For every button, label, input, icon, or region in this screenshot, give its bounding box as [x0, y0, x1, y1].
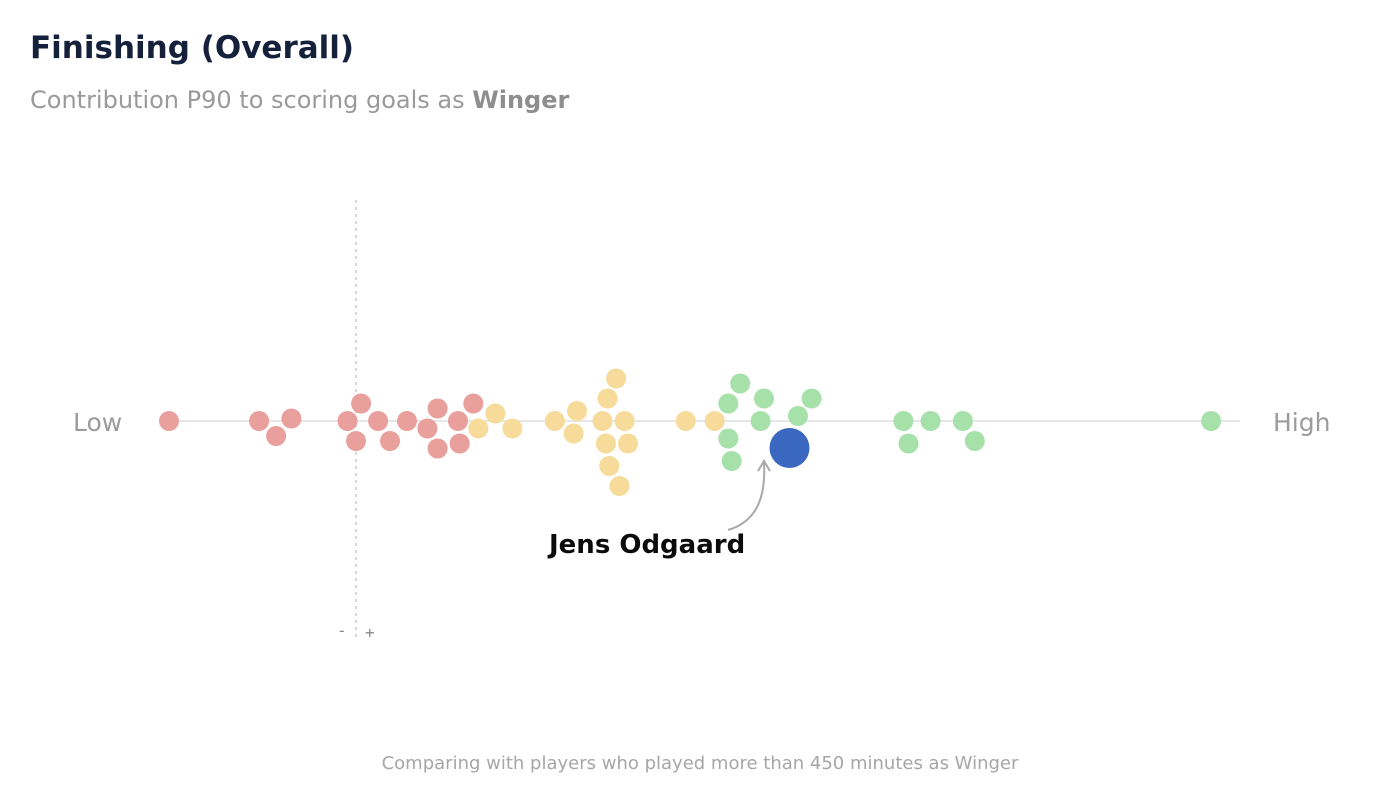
player-dot-high: [1201, 411, 1222, 431]
zero-plus-sign: +: [365, 623, 375, 642]
player-dot-high: [718, 393, 739, 414]
player-dot-low: [337, 411, 358, 431]
player-dot-low: [449, 433, 470, 454]
arrow-head-icon: [757, 459, 771, 472]
player-dot-high: [750, 411, 771, 431]
player-dot-high: [898, 433, 919, 454]
chart-subtitle: Contribution P90 to scoring goals as Win…: [30, 86, 569, 114]
axis-high-label: High: [1273, 408, 1330, 437]
player-dot-low: [351, 393, 372, 414]
player-dot-high: [754, 388, 774, 409]
player-dot-high: [920, 411, 941, 431]
player-dot-low: [427, 398, 448, 419]
player-dot-mid: [606, 368, 627, 389]
chart-footnote: Comparing with players who played more t…: [381, 753, 1019, 774]
player-dot-mid: [592, 411, 613, 431]
player-dot-low: [346, 431, 366, 451]
player-dot-high: [801, 388, 822, 409]
player-dot-high: [952, 411, 973, 431]
player-dot-low: [397, 411, 417, 431]
zero-minus-sign: -: [337, 621, 347, 640]
player-dot-low: [368, 411, 389, 431]
subtitle-position: Winger: [472, 86, 570, 114]
player-dot-mid: [675, 411, 696, 431]
player-dot-mid: [599, 456, 620, 476]
player-dot-mid: [563, 423, 584, 444]
highlighted-player-label: Jens Odgaard: [547, 530, 745, 560]
player-dot-low: [380, 431, 400, 451]
player-dot-mid: [567, 401, 587, 421]
chart-title: Finishing (Overall): [30, 30, 355, 66]
player-dot-mid: [618, 433, 638, 454]
player-dot-mid: [597, 388, 618, 409]
player-dot-high: [718, 428, 739, 449]
annotation-arrow: [727, 462, 766, 531]
player-dot-mid: [544, 411, 565, 431]
player-dot-low: [427, 438, 448, 459]
player-dot-high: [788, 406, 808, 426]
subtitle-text: Contribution P90 to scoring goals as: [30, 86, 473, 114]
player-dot-mid: [502, 418, 523, 439]
player-dot-low: [266, 426, 287, 446]
player-dot-low: [159, 411, 179, 431]
axis-low-label: Low: [73, 408, 122, 437]
player-dot-mid: [468, 418, 489, 439]
player-dot-mid: [704, 411, 725, 431]
player-dot-low: [417, 418, 438, 439]
player-dots: [159, 368, 1222, 496]
player-dot-low: [249, 411, 270, 431]
player-dot-high: [964, 431, 985, 451]
player-dot-mid: [595, 433, 616, 454]
player-dot-low: [281, 408, 302, 429]
player-dot-high: [721, 451, 742, 471]
player-dot-mid: [614, 411, 635, 431]
player-dot-low: [448, 411, 468, 431]
player-dot-high: [730, 373, 751, 394]
player-dot-low: [463, 393, 484, 414]
highlighted-player-dot[interactable]: [769, 428, 810, 468]
player-dot-mid: [485, 403, 506, 424]
player-dot-high: [893, 411, 914, 431]
player-dot-mid: [609, 476, 630, 496]
